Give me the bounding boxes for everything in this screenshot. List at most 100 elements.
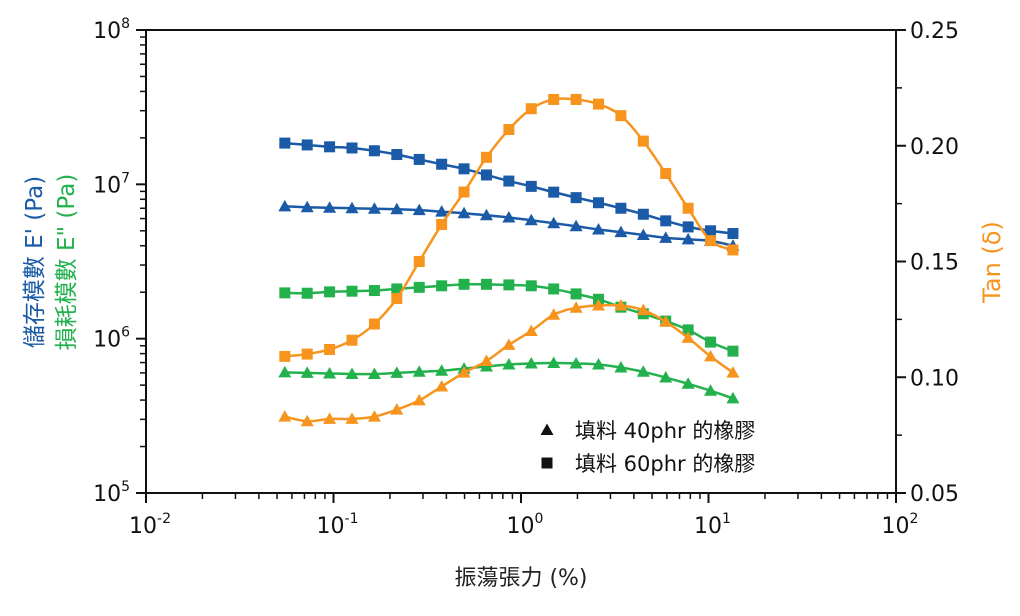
data-point-triangle <box>569 357 583 369</box>
data-point-triangle <box>547 308 561 320</box>
data-point-triangle <box>412 365 426 377</box>
data-point-triangle <box>502 338 516 350</box>
data-point-triangle <box>614 225 628 238</box>
data-point-square <box>570 93 582 105</box>
data-point-triangle <box>681 232 695 245</box>
data-point-triangle <box>524 213 538 226</box>
data-point-square <box>548 186 560 198</box>
series-tan-triangle <box>278 298 740 427</box>
data-point-square <box>682 221 694 233</box>
data-point-triangle <box>300 366 314 378</box>
data-point-triangle <box>278 365 292 378</box>
data-point-triangle <box>502 210 516 223</box>
data-point-triangle <box>592 298 606 311</box>
data-point-square <box>346 334 358 346</box>
data-point-square <box>436 158 448 170</box>
data-point-triangle <box>278 199 292 212</box>
data-point-triangle <box>300 414 314 427</box>
data-point-triangle <box>636 228 650 240</box>
data-point-triangle <box>502 358 516 370</box>
data-point-triangle <box>300 200 314 213</box>
legend-label: 填料 60phr 的橡膠 <box>575 452 755 476</box>
data-point-square <box>324 141 336 153</box>
data-point-square <box>368 285 380 297</box>
x-tick-label: 102 <box>882 511 919 539</box>
data-point-square <box>637 208 649 220</box>
data-point-triangle <box>323 366 337 379</box>
data-point-square <box>301 287 313 299</box>
data-point-triangle <box>390 202 404 215</box>
data-point-triangle <box>614 298 628 311</box>
data-point-square <box>279 137 291 149</box>
data-point-square <box>503 279 515 291</box>
data-point-triangle <box>704 349 718 362</box>
series-storage-square <box>279 137 739 240</box>
data-point-square <box>503 124 515 136</box>
data-point-triangle <box>704 384 718 396</box>
data-point-triangle <box>367 202 381 214</box>
data-point-triangle <box>726 391 740 404</box>
data-point-triangle <box>457 366 471 378</box>
data-point-square <box>458 278 470 290</box>
data-point-triangle <box>569 301 583 313</box>
y-right-tick-label: 0.10 <box>910 366 959 391</box>
data-point-triangle <box>367 367 381 380</box>
data-point-square <box>324 343 336 355</box>
right-axis-title: Tan (δ) <box>978 221 1006 304</box>
data-point-triangle <box>659 231 673 243</box>
data-point-square <box>480 278 492 290</box>
data-point-square <box>727 244 739 256</box>
axes-layer: 10-2 10-1 100 101 102 105 106 107 108 0.05 0.10 0.1… <box>93 16 959 539</box>
data-point-triangle <box>345 367 359 380</box>
y-right-tick-label: 0.25 <box>910 19 959 44</box>
y-left-tick-label: 105 <box>93 479 130 507</box>
data-point-square <box>458 163 470 175</box>
legend-marker-square <box>541 457 553 469</box>
left-axis-title: 損耗模數 E" (Pa)儲存模數 E' (Pa) <box>22 174 80 351</box>
data-point-square <box>525 280 537 292</box>
data-point-triangle <box>659 315 673 327</box>
data-point-square <box>637 135 649 147</box>
y-left-tick-label: 106 <box>93 325 130 353</box>
data-point-square <box>503 175 515 187</box>
data-point-triangle <box>435 205 449 217</box>
data-point-square <box>413 281 425 293</box>
data-point-square <box>660 215 672 227</box>
left-axis-title-part: 儲存模數 E' (Pa) <box>22 176 48 348</box>
data-point-triangle <box>435 380 449 392</box>
data-point-square <box>480 169 492 181</box>
data-point-triangle <box>524 357 538 369</box>
data-point-square <box>436 218 448 230</box>
x-tick-label: 10-2 <box>129 511 171 539</box>
data-point-triangle <box>659 371 673 383</box>
data-point-triangle <box>457 206 471 219</box>
data-point-square <box>525 103 537 115</box>
data-point-square <box>615 202 627 214</box>
data-point-triangle <box>345 412 359 424</box>
data-point-square <box>593 98 605 110</box>
data-point-triangle <box>412 203 426 216</box>
data-point-square <box>705 235 717 247</box>
data-point-square <box>570 288 582 300</box>
data-point-square <box>301 348 313 360</box>
data-point-square <box>368 318 380 330</box>
data-point-square <box>682 202 694 214</box>
data-point-square <box>682 324 694 336</box>
data-point-square <box>301 139 313 151</box>
data-point-triangle <box>390 366 404 378</box>
data-point-square <box>593 197 605 209</box>
y-right-tick-label: 0.20 <box>910 135 959 160</box>
data-point-square <box>436 280 448 292</box>
series-layer <box>278 93 740 427</box>
data-point-square <box>391 283 403 295</box>
plot-frame <box>145 29 897 494</box>
data-point-square <box>413 153 425 165</box>
series-loss-triangle <box>278 356 740 404</box>
data-point-square <box>324 286 336 298</box>
data-point-square <box>727 228 739 240</box>
data-point-square <box>705 225 717 237</box>
data-point-square <box>391 293 403 305</box>
legend-label: 填料 40phr 的橡膠 <box>575 419 755 443</box>
data-point-triangle <box>435 364 449 376</box>
